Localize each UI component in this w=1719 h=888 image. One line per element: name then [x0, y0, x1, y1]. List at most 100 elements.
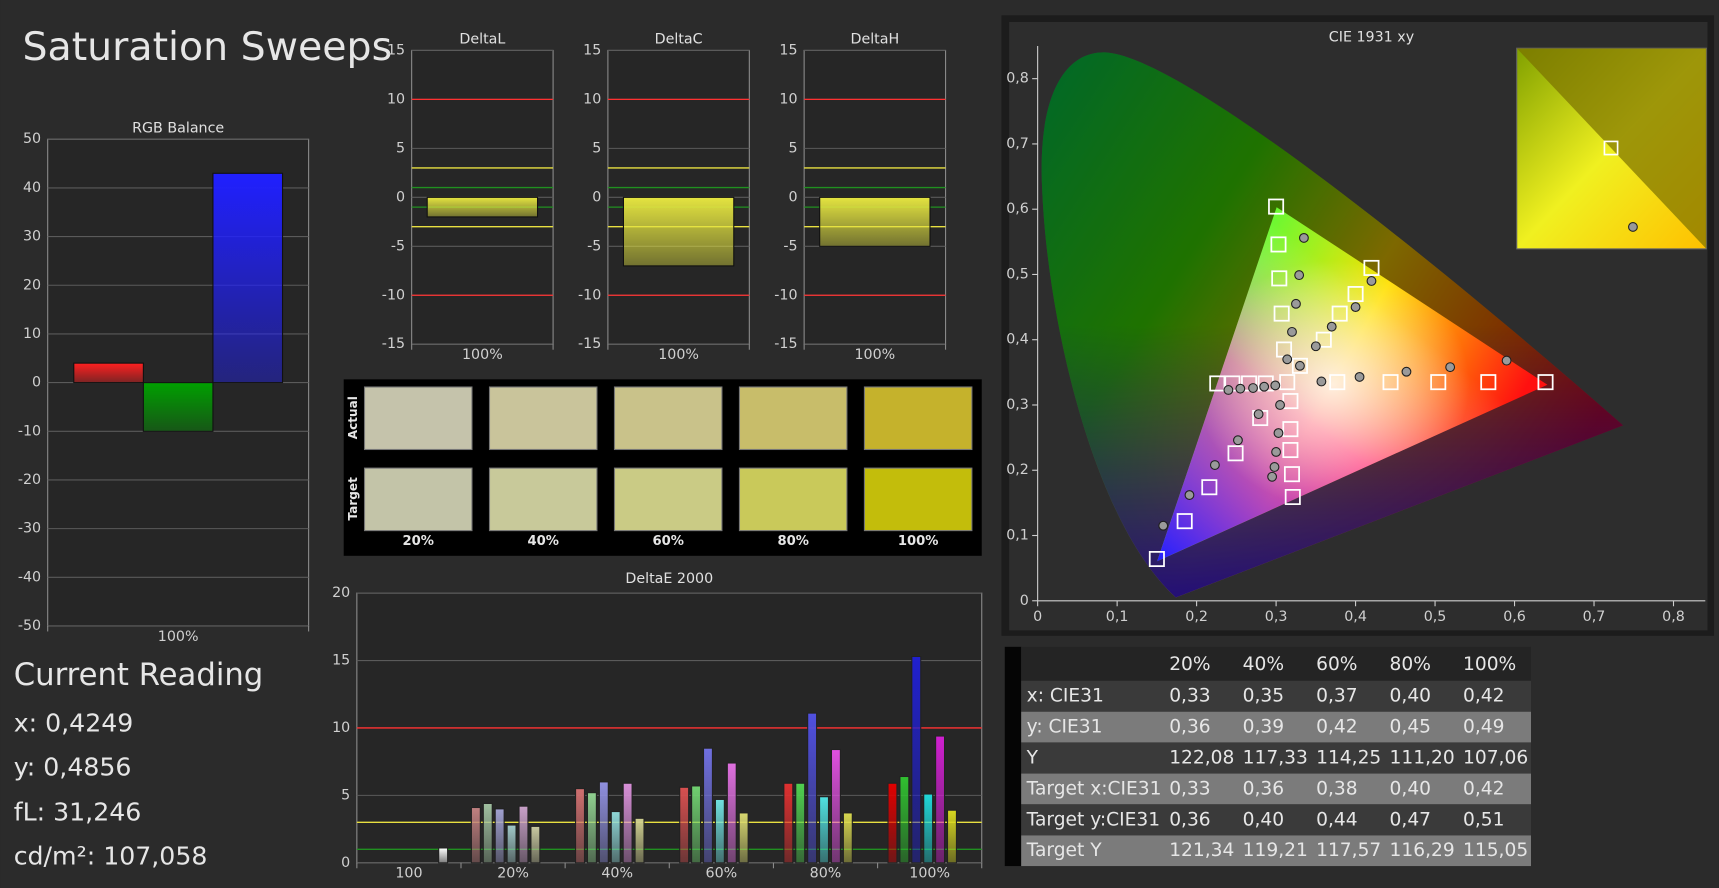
- table-cell: 0,47: [1390, 809, 1431, 830]
- bar: [438, 847, 449, 864]
- bar: [795, 782, 806, 864]
- bar: [830, 748, 841, 864]
- x-tick-label: 100%: [158, 629, 199, 645]
- measured-point: [1158, 520, 1169, 531]
- chart-title: CIE 1931 xy: [1329, 29, 1415, 45]
- swatch: [363, 386, 473, 451]
- table-cell: 0,42: [1463, 778, 1504, 799]
- bar: [586, 792, 597, 864]
- table-cell: 0,33: [1169, 686, 1210, 707]
- y-tick-label: 0,2: [1006, 462, 1029, 478]
- y-tick-label: -50: [18, 618, 41, 634]
- x-tick-label: 100%: [658, 347, 699, 363]
- y-tick-label: -15: [382, 336, 405, 352]
- table-row-bg: [1021, 773, 1531, 805]
- x-tick-label: 20%: [497, 866, 529, 882]
- gamut-triangle-white: [1157, 207, 1548, 562]
- table-cell: 0,36: [1243, 778, 1284, 799]
- measured-point: [1366, 276, 1377, 286]
- table-cell: 121,34: [1169, 840, 1234, 861]
- target-point: [1331, 305, 1348, 322]
- target-point: [1382, 374, 1399, 391]
- measured-point: [1270, 380, 1281, 391]
- target-point: [1270, 236, 1287, 253]
- chart-title: DeltaC: [655, 31, 703, 47]
- reading-line: y: 0,4856: [14, 753, 132, 782]
- swatch: [738, 386, 848, 451]
- table-cell: 0,44: [1316, 809, 1357, 830]
- measured-point: [1298, 232, 1309, 243]
- bar: [73, 362, 144, 384]
- target-point: [1537, 374, 1554, 391]
- table-row-bg: [1021, 680, 1531, 712]
- table-cell: Target x:CIE31: [1026, 778, 1162, 799]
- y-tick-label: 15: [779, 42, 797, 58]
- target-point: [1315, 331, 1332, 348]
- measured-point: [1223, 385, 1234, 395]
- table-row-bg: [1021, 742, 1531, 774]
- table-cell: 0,39: [1243, 717, 1284, 738]
- bar: [518, 805, 529, 864]
- table-cell: Y: [1026, 747, 1039, 768]
- x-tick-label: 0,8: [1662, 609, 1685, 625]
- bar: [819, 196, 931, 247]
- bar: [738, 812, 749, 864]
- bar: [842, 812, 853, 864]
- y-tick-label: 0: [1020, 593, 1029, 609]
- bar: [598, 781, 609, 864]
- bar: [923, 793, 934, 864]
- x-tick-label: 0,7: [1583, 609, 1606, 625]
- target-point: [1176, 513, 1193, 530]
- swatch: [488, 386, 598, 451]
- reading-line: cd/m²: 107,058: [14, 841, 208, 870]
- bar: [530, 825, 541, 864]
- reading-line: fL: 31,246: [14, 797, 142, 826]
- table-cell: 0,36: [1169, 717, 1210, 738]
- target-point: [1480, 374, 1497, 391]
- target-point: [1291, 357, 1308, 374]
- table-cell: 0,36: [1169, 809, 1210, 830]
- table-cell: Target Y: [1026, 840, 1103, 861]
- measured-point: [1295, 360, 1305, 371]
- y-tick-label: 0: [396, 189, 405, 205]
- bar: [783, 782, 794, 864]
- measured-point: [1282, 354, 1293, 365]
- swatch: [363, 467, 473, 532]
- y-tick-label: 0: [788, 189, 797, 205]
- swatch-column-label: 20%: [403, 534, 434, 549]
- y-tick-label: 5: [341, 787, 350, 803]
- bar: [819, 796, 830, 864]
- y-tick-label: 0,5: [1006, 266, 1029, 282]
- target-point: [1268, 198, 1285, 215]
- chart-title: DeltaH: [850, 31, 899, 47]
- x-tick-label: 100%: [854, 347, 895, 363]
- y-tick-label: 5: [396, 140, 405, 156]
- table-cell: 119,21: [1243, 840, 1308, 861]
- bar: [946, 809, 957, 864]
- bar: [899, 775, 910, 864]
- table-header: 20%: [1169, 654, 1210, 675]
- x-tick-label: 80%: [810, 866, 842, 882]
- zoom-inset: [1516, 47, 1707, 250]
- measured-point: [1233, 435, 1243, 446]
- table-cell: 114,25: [1316, 747, 1381, 768]
- swatch: [863, 467, 973, 532]
- target-point: [1273, 305, 1290, 322]
- swatch-row-label: Actual: [346, 396, 360, 439]
- table-header: 100%: [1463, 654, 1516, 675]
- swatch-row-label: Target: [346, 477, 360, 521]
- measured-point: [1501, 355, 1512, 366]
- y-tick-label: 30: [23, 229, 41, 245]
- measured-point: [1273, 428, 1284, 438]
- x-tick-label: 0,3: [1265, 609, 1288, 625]
- target-point: [1347, 286, 1364, 303]
- y-tick-label: 0,1: [1006, 528, 1029, 544]
- bar: [935, 735, 946, 864]
- target-point: [1430, 374, 1447, 391]
- bar: [575, 788, 586, 864]
- y-tick-label: -15: [774, 336, 797, 352]
- bar: [691, 785, 702, 864]
- table-header-bg: [1021, 646, 1531, 681]
- table-cell: 0,49: [1463, 717, 1504, 738]
- table-cell: 0,42: [1316, 717, 1357, 738]
